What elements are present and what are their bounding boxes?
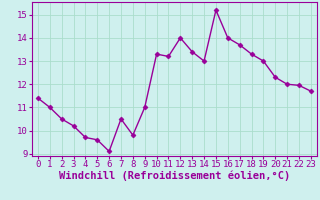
X-axis label: Windchill (Refroidissement éolien,°C): Windchill (Refroidissement éolien,°C) [59,171,290,181]
